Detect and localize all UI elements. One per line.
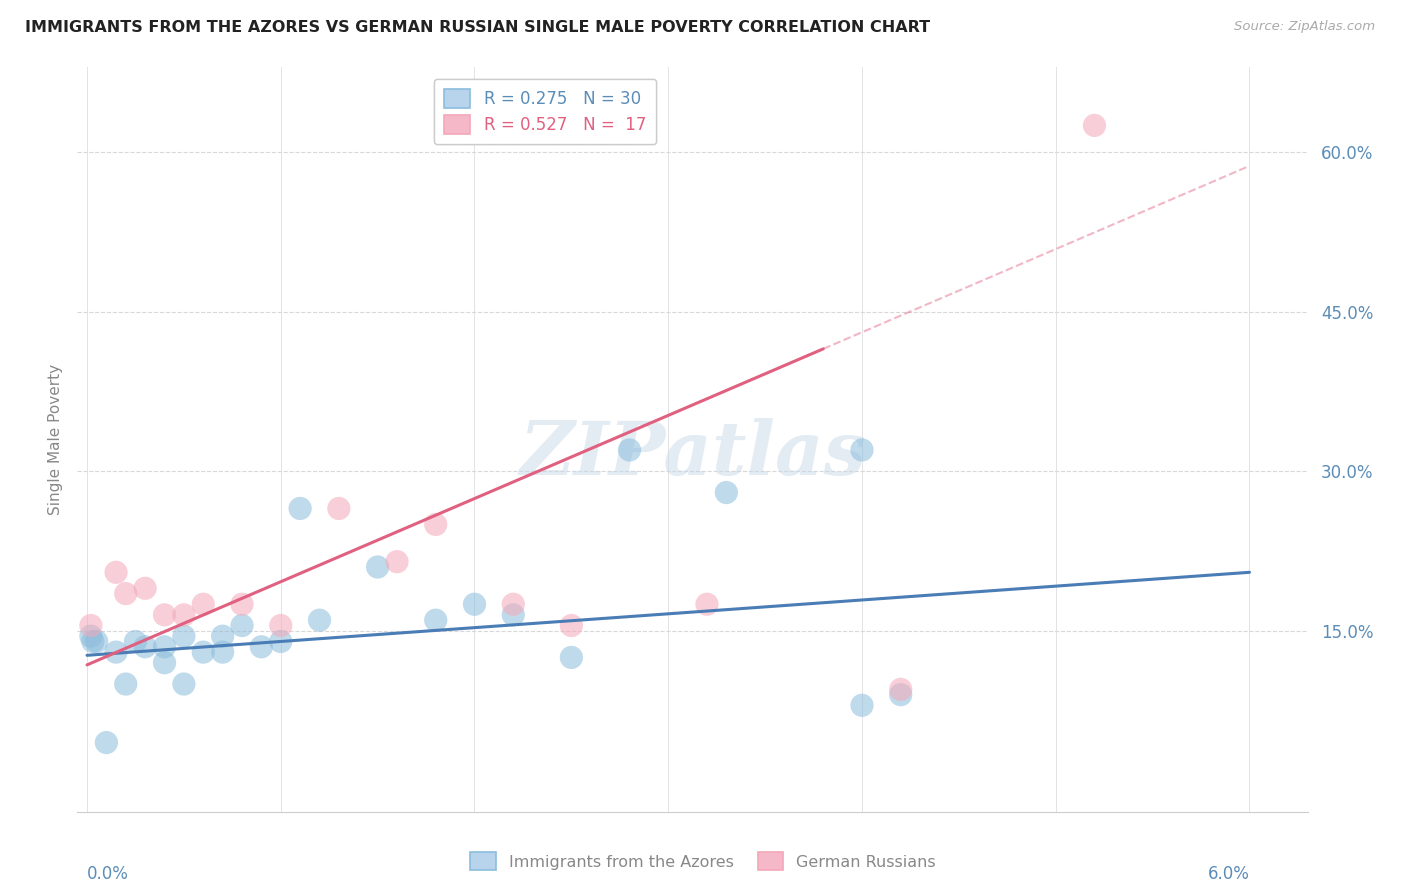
Point <box>385 555 408 569</box>
Point <box>173 629 195 643</box>
Point <box>211 629 233 643</box>
Point <box>1083 119 1105 133</box>
Point <box>270 618 292 632</box>
Point <box>211 645 233 659</box>
Point <box>560 650 582 665</box>
Point <box>124 634 146 648</box>
Point <box>173 677 195 691</box>
Point <box>308 613 330 627</box>
Point <box>114 586 136 600</box>
Point <box>193 645 215 659</box>
Point <box>96 735 118 749</box>
Point <box>270 634 292 648</box>
Point <box>134 582 156 596</box>
Point <box>114 677 136 691</box>
Point <box>86 634 108 648</box>
Point <box>851 442 873 457</box>
Point <box>193 597 215 611</box>
Point <box>425 517 447 532</box>
Point <box>134 640 156 654</box>
Point <box>696 597 718 611</box>
Point <box>80 629 103 643</box>
Point <box>890 688 912 702</box>
Point <box>153 640 176 654</box>
Point <box>463 597 485 611</box>
Point <box>231 597 253 611</box>
Point <box>716 485 738 500</box>
Point <box>105 645 128 659</box>
Point <box>502 607 524 622</box>
Point <box>502 597 524 611</box>
Point <box>619 442 641 457</box>
Text: IMMIGRANTS FROM THE AZORES VS GERMAN RUSSIAN SINGLE MALE POVERTY CORRELATION CHA: IMMIGRANTS FROM THE AZORES VS GERMAN RUS… <box>25 20 931 35</box>
Point <box>250 640 273 654</box>
Point <box>153 607 176 622</box>
Point <box>82 634 104 648</box>
Point <box>560 618 582 632</box>
Point <box>890 682 912 697</box>
Point <box>425 613 447 627</box>
Text: 0.0%: 0.0% <box>87 865 129 883</box>
Point <box>367 560 389 574</box>
Legend: R = 0.275   N = 30, R = 0.527   N =  17: R = 0.275 N = 30, R = 0.527 N = 17 <box>433 79 657 145</box>
Point <box>80 618 103 632</box>
Point <box>288 501 311 516</box>
Point <box>153 656 176 670</box>
Y-axis label: Single Male Poverty: Single Male Poverty <box>48 364 63 515</box>
Point <box>231 618 253 632</box>
Text: Source: ZipAtlas.com: Source: ZipAtlas.com <box>1234 20 1375 33</box>
Point <box>328 501 350 516</box>
Legend: Immigrants from the Azores, German Russians: Immigrants from the Azores, German Russi… <box>464 846 942 877</box>
Text: ZIPatlas: ZIPatlas <box>519 418 866 491</box>
Point <box>173 607 195 622</box>
Text: 6.0%: 6.0% <box>1208 865 1250 883</box>
Point <box>851 698 873 713</box>
Point <box>105 566 128 580</box>
